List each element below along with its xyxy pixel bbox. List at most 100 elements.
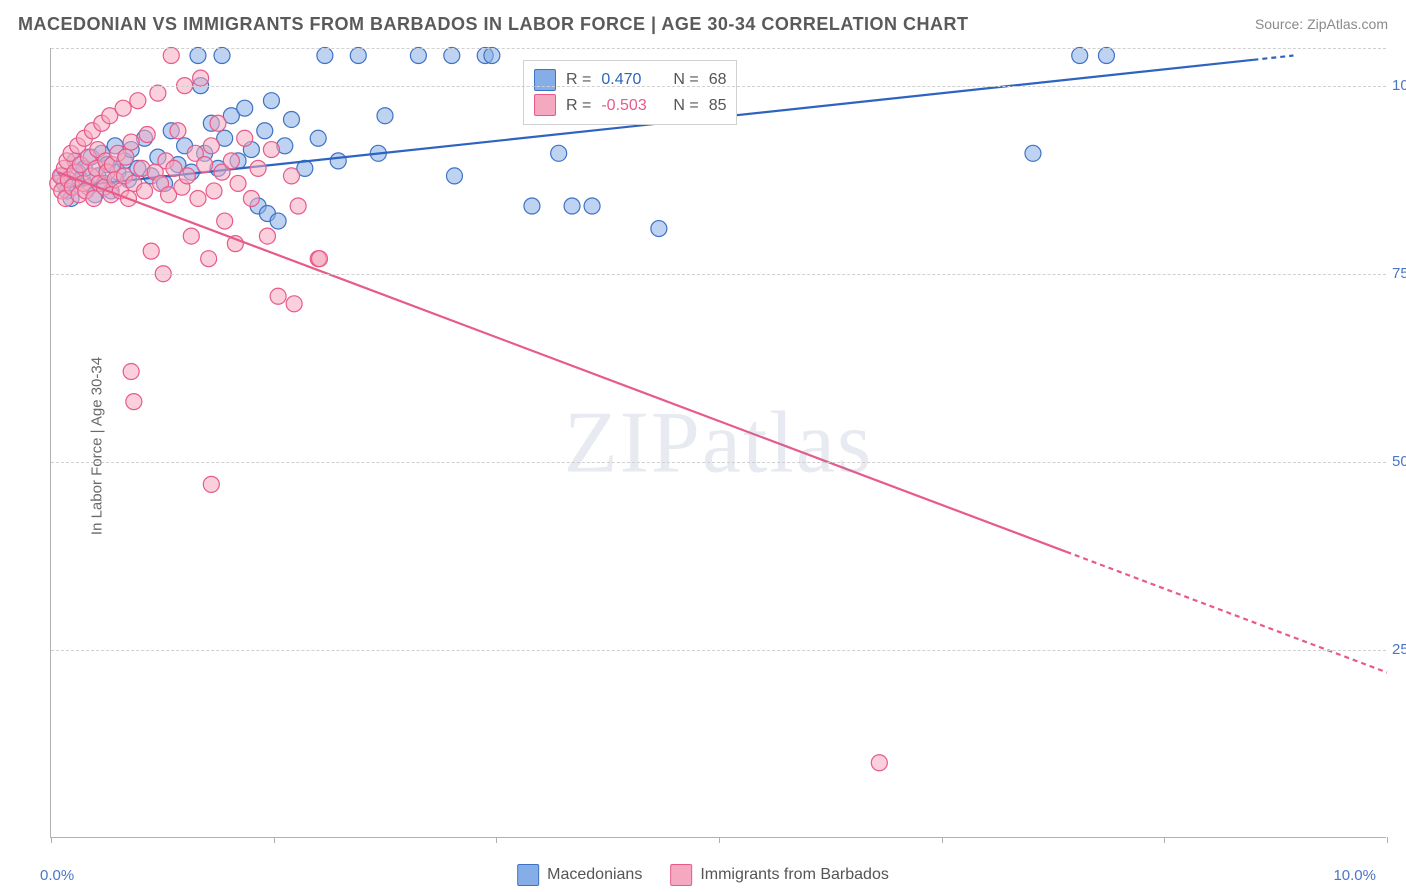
data-point — [1098, 48, 1114, 64]
data-point — [123, 364, 139, 380]
data-point — [484, 48, 500, 64]
stats-row: R =-0.503N =85 — [534, 93, 726, 119]
data-point — [250, 160, 266, 176]
legend-label: Macedonians — [547, 866, 642, 884]
data-point — [126, 394, 142, 410]
plot-area: R =0.470N =68R =-0.503N =85 ZIPatlas 25.… — [50, 48, 1386, 838]
stats-n-value: 68 — [709, 67, 727, 93]
data-point — [263, 93, 279, 109]
data-point — [118, 149, 134, 165]
y-tick-label: 75.0% — [1392, 265, 1406, 282]
data-point — [290, 198, 306, 214]
data-point — [584, 198, 600, 214]
data-point — [179, 168, 195, 184]
data-point — [564, 198, 580, 214]
trend-line — [58, 172, 1067, 552]
x-axis-label-left: 0.0% — [40, 867, 74, 884]
data-point — [871, 755, 887, 771]
legend-square-icon — [534, 94, 556, 116]
data-point — [123, 134, 139, 150]
data-point — [237, 100, 253, 116]
data-point — [197, 157, 213, 173]
data-point — [163, 48, 179, 64]
data-point — [350, 48, 366, 64]
stats-r-label: R = — [566, 67, 591, 93]
data-point — [270, 213, 286, 229]
data-point — [310, 130, 326, 146]
data-point — [330, 153, 346, 169]
legend-square-icon — [534, 69, 556, 91]
data-point — [317, 48, 333, 64]
stats-r-value: -0.503 — [601, 93, 663, 119]
data-point — [130, 93, 146, 109]
data-point — [203, 138, 219, 154]
stats-box: R = 0.470 N = 68R = -0.503 N = 85 — [523, 60, 737, 125]
data-point — [312, 251, 328, 267]
data-point — [137, 183, 153, 199]
data-point — [651, 221, 667, 237]
y-tick-label: 25.0% — [1392, 641, 1406, 658]
data-point — [410, 48, 426, 64]
stats-row: R = 0.470 N = 68 — [534, 67, 726, 93]
data-point — [150, 85, 166, 101]
gridline — [51, 462, 1386, 463]
x-axis-label-right: 10.0% — [1333, 867, 1376, 884]
data-point — [143, 243, 159, 259]
legend-label: Immigrants from Barbados — [700, 866, 889, 884]
data-point — [270, 288, 286, 304]
data-point — [193, 70, 209, 86]
data-point — [210, 115, 226, 131]
stats-n-label: N = — [673, 67, 698, 93]
x-tick — [719, 837, 720, 843]
data-point — [230, 175, 246, 191]
data-point — [524, 198, 540, 214]
gridline — [51, 86, 1386, 87]
data-point — [190, 48, 206, 64]
gridline — [51, 650, 1386, 651]
data-point — [217, 213, 233, 229]
data-point — [223, 153, 239, 169]
y-tick-label: 50.0% — [1392, 453, 1406, 470]
data-point — [283, 168, 299, 184]
data-point — [263, 142, 279, 158]
chart-svg — [51, 48, 1386, 837]
chart-title: MACEDONIAN VS IMMIGRANTS FROM BARBADOS I… — [18, 14, 969, 35]
trend-line-dashed — [1253, 56, 1293, 60]
data-point — [237, 130, 253, 146]
x-tick — [274, 837, 275, 843]
x-tick — [51, 837, 52, 843]
data-point — [259, 228, 275, 244]
stats-n-value: 85 — [709, 93, 727, 119]
stats-r-label: R = — [566, 93, 591, 119]
legend-item: Macedonians — [517, 864, 642, 886]
data-point — [257, 123, 273, 139]
data-point — [170, 123, 186, 139]
data-point — [115, 100, 131, 116]
chart-container: MACEDONIAN VS IMMIGRANTS FROM BARBADOS I… — [0, 0, 1406, 892]
data-point — [214, 48, 230, 64]
x-tick — [942, 837, 943, 843]
data-point — [139, 127, 155, 143]
data-point — [286, 296, 302, 312]
data-point — [551, 145, 567, 161]
data-point — [444, 48, 460, 64]
data-point — [206, 183, 222, 199]
data-point — [190, 190, 206, 206]
x-tick — [1164, 837, 1165, 843]
y-axis-label: In Labor Force | Age 30-34 — [89, 357, 106, 535]
data-point — [446, 168, 462, 184]
source-label: Source: ZipAtlas.com — [1255, 16, 1388, 32]
data-point — [201, 251, 217, 267]
gridline — [51, 48, 1386, 49]
data-point — [243, 190, 259, 206]
gridline — [51, 274, 1386, 275]
stats-r-value: 0.470 — [601, 67, 663, 93]
x-tick — [496, 837, 497, 843]
data-point — [203, 476, 219, 492]
data-point — [377, 108, 393, 124]
trend-line-dashed — [1066, 552, 1387, 673]
data-point — [283, 111, 299, 127]
legend-square-icon — [670, 864, 692, 886]
data-point — [1025, 145, 1041, 161]
x-tick — [1387, 837, 1388, 843]
